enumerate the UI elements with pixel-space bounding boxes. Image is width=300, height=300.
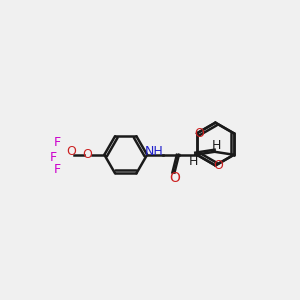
Text: F: F <box>50 151 57 164</box>
Text: F: F <box>54 163 61 176</box>
Text: O: O <box>66 145 76 158</box>
Text: H: H <box>189 155 199 168</box>
Text: NH: NH <box>145 145 164 158</box>
Text: O: O <box>213 159 223 172</box>
Text: F: F <box>54 136 61 149</box>
Text: H: H <box>212 139 221 152</box>
Text: O: O <box>194 127 204 140</box>
Text: O: O <box>169 171 180 185</box>
Text: O: O <box>82 148 92 161</box>
